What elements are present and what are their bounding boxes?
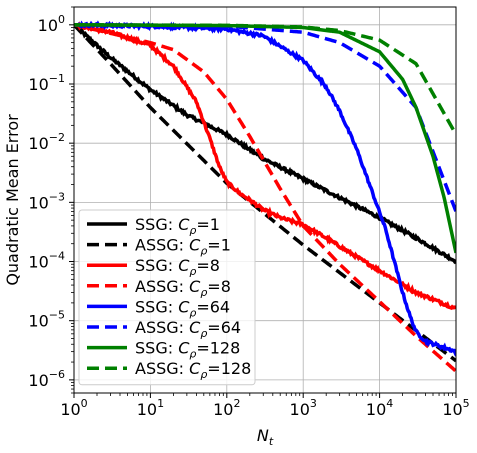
y-tick-base: 10: [28, 371, 48, 390]
legend-box: [78, 209, 256, 386]
y-tick-exponent: −1: [49, 72, 65, 85]
legend-symbol: C: [189, 359, 201, 378]
legend-suffix: =8: [196, 256, 220, 275]
y-tick-label: 10−2: [28, 131, 65, 153]
x-tick-exponent: 5: [463, 397, 470, 410]
x-tick-exponent: 0: [81, 397, 88, 410]
legend-entry-label: ASSG: Cρ=128: [135, 359, 251, 381]
series-line-assg-3: [74, 23, 456, 373]
legend-prefix: ASSG:: [135, 359, 189, 378]
y-tick-exponent: −5: [49, 309, 65, 322]
series-line-ssg-0: [74, 23, 456, 265]
y-tick-base: 10: [38, 16, 58, 35]
legend-symbol: C: [189, 318, 201, 337]
x-tick-base: 10: [137, 400, 157, 419]
y-tick-label: 100: [38, 13, 65, 35]
legend-prefix: SSG:: [135, 297, 178, 316]
legend-subscript: ρ: [200, 327, 207, 340]
y-tick-exponent: −2: [49, 131, 65, 144]
legend-entry-label: SSG: Cρ=8: [135, 256, 220, 278]
y-tick-label: 10−1: [28, 72, 65, 94]
x-tick-label: 101: [137, 397, 164, 419]
x-axis-label: Nt: [257, 426, 274, 448]
legend-symbol: C: [178, 297, 190, 316]
series-line-assg-7: [74, 23, 456, 136]
x-axis-label-main: N: [257, 426, 269, 445]
legend-entry-label: ASSG: Cρ=64: [135, 318, 241, 340]
x-tick-label: 104: [366, 397, 393, 419]
series-line-assg-1: [74, 23, 456, 363]
y-tick-label: 10−5: [28, 309, 65, 331]
legend-entry-label: SSG: Cρ=128: [135, 339, 240, 361]
legend-subscript: ρ: [189, 348, 196, 361]
legend-entry-label: ASSG: Cρ=1: [135, 236, 231, 258]
legend-entry-label: SSG: Cρ=1: [135, 215, 220, 237]
legend-entry-label: SSG: Cρ=64: [135, 297, 230, 319]
legend-suffix: =1: [207, 236, 231, 255]
y-tick-exponent: −4: [49, 250, 65, 263]
y-tick-base: 10: [28, 253, 48, 272]
x-tick-exponent: 1: [157, 397, 164, 410]
y-tick-base: 10: [28, 312, 48, 331]
legend-prefix: SSG:: [135, 215, 178, 234]
x-tick-base: 10: [442, 400, 462, 419]
x-tick-base: 10: [366, 400, 386, 419]
plot-frame: [73, 6, 457, 394]
y-axis-label: Quadratic Mean Error: [3, 114, 22, 286]
legend-suffix: =1: [196, 215, 220, 234]
legend-symbol: C: [189, 236, 201, 255]
y-tick-label: 10−6: [28, 368, 65, 390]
legend-subscript: ρ: [189, 224, 196, 237]
x-tick-exponent: 3: [310, 397, 317, 410]
x-tick-label: 102: [213, 397, 240, 419]
legend-suffix: =128: [196, 339, 240, 358]
legend-suffix: =64: [196, 297, 230, 316]
legend-prefix: ASSG:: [135, 236, 189, 255]
y-tick-base: 10: [28, 134, 48, 153]
axis-ticks: 100 101 102 103 104 10510010−110−210−310−410−…: [28, 6, 470, 419]
legend-suffix: =8: [207, 277, 231, 296]
legend-suffix: =64: [207, 318, 241, 337]
x-axis-label-sub: t: [269, 435, 274, 448]
legend-entry-label: ASSG: Cρ=8: [135, 277, 231, 299]
y-tick-base: 10: [28, 75, 48, 94]
y-tick-exponent: −3: [49, 190, 65, 203]
legend-subscript: ρ: [200, 368, 207, 381]
legend-subscript: ρ: [189, 306, 196, 319]
legend-prefix: SSG:: [135, 256, 178, 275]
y-tick-label: 10−3: [28, 190, 65, 212]
x-tick-base: 10: [213, 400, 233, 419]
legend-subscript: ρ: [200, 245, 207, 258]
legend-prefix: ASSG:: [135, 277, 189, 296]
series-lines: [74, 20, 456, 373]
y-tick-label: 10−4: [28, 250, 65, 272]
legend-prefix: ASSG:: [135, 318, 189, 337]
x-tick-label: 103: [290, 397, 317, 419]
x-tick-exponent: 4: [386, 397, 393, 410]
grid: [73, 7, 457, 393]
legend-subscript: ρ: [189, 265, 196, 278]
x-tick-label: 100: [60, 397, 87, 419]
y-tick-base: 10: [28, 193, 48, 212]
y-tick-exponent: −6: [49, 368, 65, 381]
legend-symbol: C: [189, 277, 201, 296]
x-tick-label: 105: [442, 397, 469, 419]
x-tick-base: 10: [290, 400, 310, 419]
legend-symbol: C: [178, 256, 190, 275]
legend-prefix: SSG:: [135, 339, 178, 358]
x-tick-exponent: 2: [233, 397, 240, 410]
legend-symbol: C: [178, 339, 190, 358]
x-tick-base: 10: [60, 400, 80, 419]
legend-symbol: C: [178, 215, 190, 234]
legend-subscript: ρ: [200, 286, 207, 299]
y-tick-exponent: 0: [58, 13, 65, 26]
legend-suffix: =128: [207, 359, 251, 378]
